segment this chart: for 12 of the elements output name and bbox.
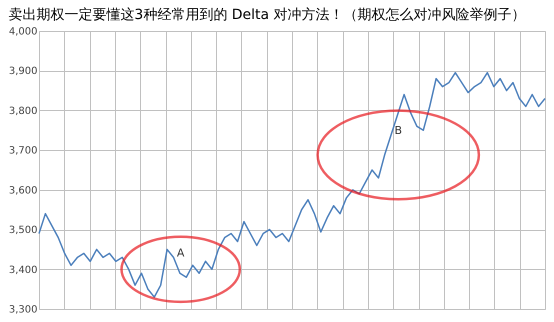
y-tick-label: 3,800 [8,106,38,117]
annotation: A [176,246,185,260]
y-tick-label: 3,700 [8,146,38,157]
y-tick-label: 3,900 [8,66,38,78]
y-tick-label: 4,000 [8,26,38,38]
y-tick-label: 3,500 [8,225,38,236]
y-tick-label: 3,300 [8,304,38,316]
y-tick-label: 3,600 [8,185,38,196]
annotation: B [394,124,402,138]
y-tick-label: 3,400 [8,264,38,276]
line-series [38,72,546,298]
chart-title: 卖出期权一定要懂这3种经常用到的 Delta 对冲方法！（期权怎么对冲风险举例子） [8,7,526,23]
